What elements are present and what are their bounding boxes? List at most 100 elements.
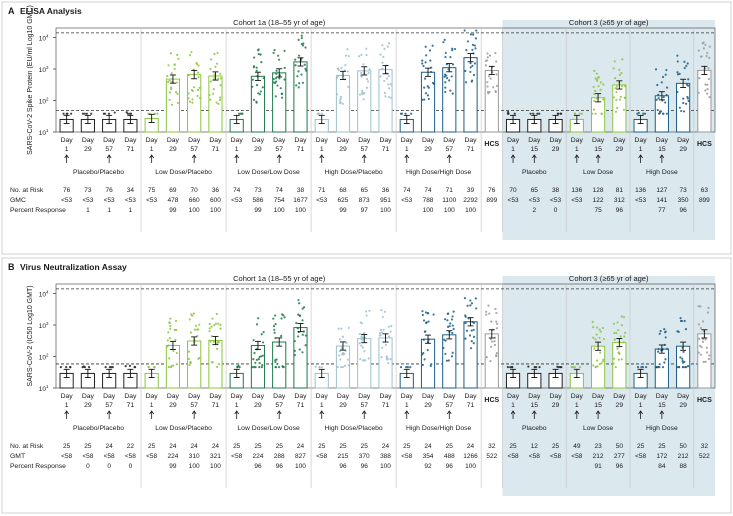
- a-point-19-9: [472, 73, 476, 77]
- b-point-13-7: [341, 365, 344, 369]
- b-table-cell-0-6: 24: [191, 443, 199, 450]
- a-bar-19: [463, 57, 478, 133]
- b-arrow-head-6: [319, 410, 325, 415]
- a-point-7-3: [209, 80, 212, 83]
- b-point-20-21: [494, 307, 497, 311]
- a-point-25-6: [597, 76, 600, 79]
- a-arrow-head-4: [234, 154, 240, 159]
- b-arrow-head-4: [234, 410, 240, 415]
- b-table-cell-2-26: 96: [616, 463, 624, 470]
- b-xtick-day-5: Day: [167, 393, 180, 400]
- a-ytick-label-3: 10: [39, 35, 47, 42]
- b-point-15-11: [390, 324, 393, 328]
- a-point-11-5: [297, 70, 300, 73]
- b-point-6-9: [192, 312, 195, 315]
- a-point-30-10: [706, 88, 709, 91]
- a-point-30-16: [706, 92, 709, 95]
- a-bar-29: [676, 82, 691, 133]
- b-table-row-label-0: No. at Risk: [10, 443, 44, 450]
- a-xtick-day-13: Day: [337, 137, 350, 144]
- a-point-25-14: [594, 89, 597, 92]
- b-table-cell-0-5: 24: [169, 443, 177, 450]
- b-point-26-4: [620, 315, 623, 318]
- b-point-20-3: [495, 320, 498, 323]
- a-point-5-2: [176, 92, 179, 96]
- a-point-26-9: [618, 73, 621, 77]
- a-point-15-11: [387, 75, 391, 78]
- b-point-5-17: [169, 324, 172, 328]
- a-point-10-0: [275, 72, 278, 75]
- b-point-30-19: [699, 344, 702, 347]
- b-table-cell-2-15: 100: [380, 463, 391, 470]
- b-point-29-10: [681, 359, 684, 363]
- a-point-19-14: [473, 62, 477, 65]
- b-point-11-2: [304, 344, 307, 347]
- a-point-15-18: [390, 96, 393, 99]
- a-table-row-label-2: Percent Response: [10, 207, 66, 214]
- a-point-20-3: [494, 51, 497, 55]
- a-point-20-7: [494, 90, 497, 93]
- b-xtick-label-5: 29: [169, 402, 177, 409]
- a-xtick-label-0: 1: [65, 146, 69, 153]
- a-point-14-3: [361, 89, 364, 92]
- a-point-29-13: [683, 66, 686, 70]
- a-point-7-6: [217, 77, 220, 80]
- a-point-28-16: [655, 98, 658, 101]
- a-arrow-head-7: [361, 154, 367, 159]
- b-point-13-12: [340, 347, 343, 350]
- a-point-17-9: [429, 59, 432, 62]
- a-point-29-2: [676, 90, 679, 94]
- a-point-29-7: [685, 64, 688, 68]
- b-table-cell-1-9: 224: [253, 453, 264, 460]
- a-point-25-19: [600, 112, 604, 115]
- b-point-20-20: [495, 351, 498, 355]
- a-point-6-18: [187, 73, 190, 77]
- b-table-cell-0-19: 24: [467, 443, 475, 450]
- a-point-13-17: [344, 64, 347, 67]
- a-point-0-3: [70, 112, 73, 115]
- b-point-24-1: [573, 365, 576, 369]
- a-point-28-11: [662, 112, 665, 115]
- panel-a-letter: A: [8, 6, 15, 16]
- b-group-label-1: Low Dose/Placebo: [155, 425, 212, 432]
- a-table-cell-1-17: 788: [423, 197, 434, 204]
- a-arrow-head-11: [531, 154, 537, 159]
- a-table-cell-2-2: 1: [107, 207, 111, 214]
- a-point-28-20: [657, 97, 660, 100]
- a-point-14-16: [365, 53, 368, 57]
- b-point-8-3: [236, 365, 239, 368]
- a-point-13-11: [346, 70, 349, 73]
- a-point-25-18: [602, 83, 605, 86]
- b-xtick-label-6: 57: [190, 402, 198, 409]
- a-point-20-11: [495, 73, 498, 76]
- b-xtick-label-11: 71: [297, 402, 305, 409]
- b-arrow-head-3: [191, 410, 197, 415]
- b-xtick-label-21: 1: [511, 402, 515, 409]
- b-point-13-16: [340, 345, 343, 348]
- b-table-cell-0-30: 32: [701, 443, 709, 450]
- b-table-cell-1-3: <58: [125, 453, 136, 460]
- b-point-15-16: [387, 361, 390, 365]
- b-point-13-14: [340, 327, 343, 330]
- a-xtick-day-9: Day: [252, 137, 265, 144]
- b-point-7-12: [215, 341, 219, 345]
- b-bar-10: [272, 341, 287, 389]
- b-point-28-20: [658, 332, 661, 335]
- a-table-cell-1-5: 478: [167, 197, 178, 204]
- a-table-cell-1-30: 899: [699, 197, 710, 204]
- b-table-cell-2-5: 99: [169, 463, 177, 470]
- b-point-18-19: [445, 359, 449, 362]
- a-point-10-20: [276, 84, 279, 87]
- a-point-5-7: [166, 80, 170, 84]
- b-point-11-11: [301, 319, 304, 322]
- b-point-19-3: [475, 307, 478, 310]
- b-point-14-4: [364, 310, 368, 313]
- b-point-18-2: [449, 322, 452, 325]
- b-point-18-5: [450, 355, 454, 358]
- b-point-30-12: [704, 338, 707, 341]
- a-group-label-1: Low Dose/Placebo: [155, 169, 212, 176]
- b-point-26-19: [624, 331, 627, 334]
- b-point-11-10: [301, 307, 304, 310]
- a-xtick-day-15: Day: [379, 137, 392, 144]
- a-point-9-13: [255, 101, 258, 104]
